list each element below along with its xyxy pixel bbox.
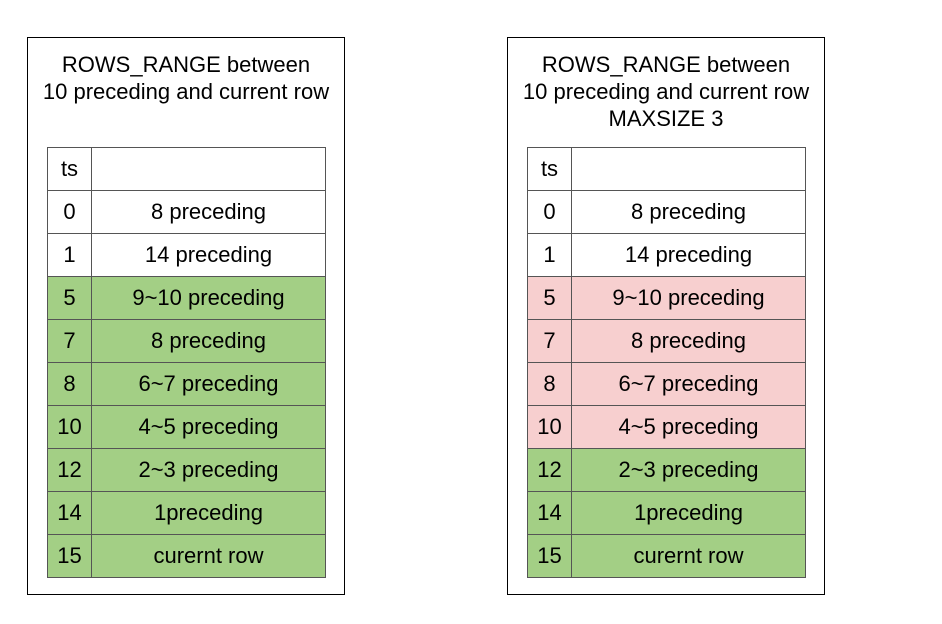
ts-cell: 12 [47,448,92,492]
table-row: 7 8 preceding [527,319,806,363]
desc-cell: curernt row [91,534,326,578]
table-row: 10 4~5 preceding [47,405,326,449]
table-row: 5 9~10 preceding [47,276,326,320]
desc-cell: 8 preceding [571,319,806,363]
table-row: 12 2~3 preceding [47,448,326,492]
table-header-row: ts [47,147,326,191]
ts-cell: 14 [47,491,92,535]
ts-cell: 0 [527,190,572,234]
panel-title-line-2: 10 preceding and current row [522,79,810,104]
rows-table: ts 0 8 preceding 1 14 preceding 5 9~10 p… [527,147,806,578]
ts-cell: 1 [47,233,92,277]
ts-cell: 8 [527,362,572,406]
table-row: 10 4~5 preceding [527,405,806,449]
table-row: 8 6~7 preceding [527,362,806,406]
ts-cell: 7 [527,319,572,363]
desc-cell: 2~3 preceding [571,448,806,492]
ts-cell: 5 [47,276,92,320]
table-row: 15 curernt row [47,534,326,578]
table-header-row: ts [527,147,806,191]
table-row: 0 8 preceding [47,190,326,234]
panel-title: ROWS_RANGE between 10 preceding and curr… [28,51,344,105]
table-row: 14 1preceding [527,491,806,535]
desc-column-header [91,147,326,191]
table-row: 7 8 preceding [47,319,326,363]
table-row: 1 14 preceding [527,233,806,277]
desc-cell: 8 preceding [91,190,326,234]
ts-column-header: ts [47,147,92,191]
window-panel-rows-range: ROWS_RANGE between 10 preceding and curr… [27,37,345,595]
panel-title-line-1: ROWS_RANGE between [61,52,311,77]
desc-cell: 9~10 preceding [91,276,326,320]
ts-cell: 5 [527,276,572,320]
ts-cell: 12 [527,448,572,492]
ts-cell: 10 [47,405,92,449]
window-panel-rows-range-maxsize: ROWS_RANGE between 10 preceding and curr… [507,37,825,595]
rows-table: ts 0 8 preceding 1 14 preceding 5 9~10 p… [47,147,326,578]
desc-cell: 6~7 preceding [571,362,806,406]
ts-cell: 15 [527,534,572,578]
table-row: 1 14 preceding [47,233,326,277]
panel-title-line-3: MAXSIZE 3 [608,106,724,131]
desc-cell: 8 preceding [571,190,806,234]
panel-title-line-1: ROWS_RANGE between [541,52,791,77]
table-row: 12 2~3 preceding [527,448,806,492]
table-row: 14 1preceding [47,491,326,535]
ts-cell: 8 [47,362,92,406]
panel-title-line-2: 10 preceding and current row [42,79,330,104]
ts-cell: 15 [47,534,92,578]
desc-cell: 8 preceding [91,319,326,363]
desc-cell: 2~3 preceding [91,448,326,492]
panel-title: ROWS_RANGE between 10 preceding and curr… [508,51,824,132]
table-row: 0 8 preceding [527,190,806,234]
desc-cell: 14 preceding [91,233,326,277]
ts-column-header: ts [527,147,572,191]
desc-cell: 14 preceding [571,233,806,277]
ts-cell: 10 [527,405,572,449]
table-row: 8 6~7 preceding [47,362,326,406]
table-row: 15 curernt row [527,534,806,578]
table-row: 5 9~10 preceding [527,276,806,320]
desc-cell: 6~7 preceding [91,362,326,406]
desc-cell: 1preceding [91,491,326,535]
desc-cell: 1preceding [571,491,806,535]
ts-cell: 7 [47,319,92,363]
desc-cell: 9~10 preceding [571,276,806,320]
desc-cell: 4~5 preceding [91,405,326,449]
desc-column-header [571,147,806,191]
desc-cell: curernt row [571,534,806,578]
desc-cell: 4~5 preceding [571,405,806,449]
ts-cell: 0 [47,190,92,234]
ts-cell: 1 [527,233,572,277]
ts-cell: 14 [527,491,572,535]
